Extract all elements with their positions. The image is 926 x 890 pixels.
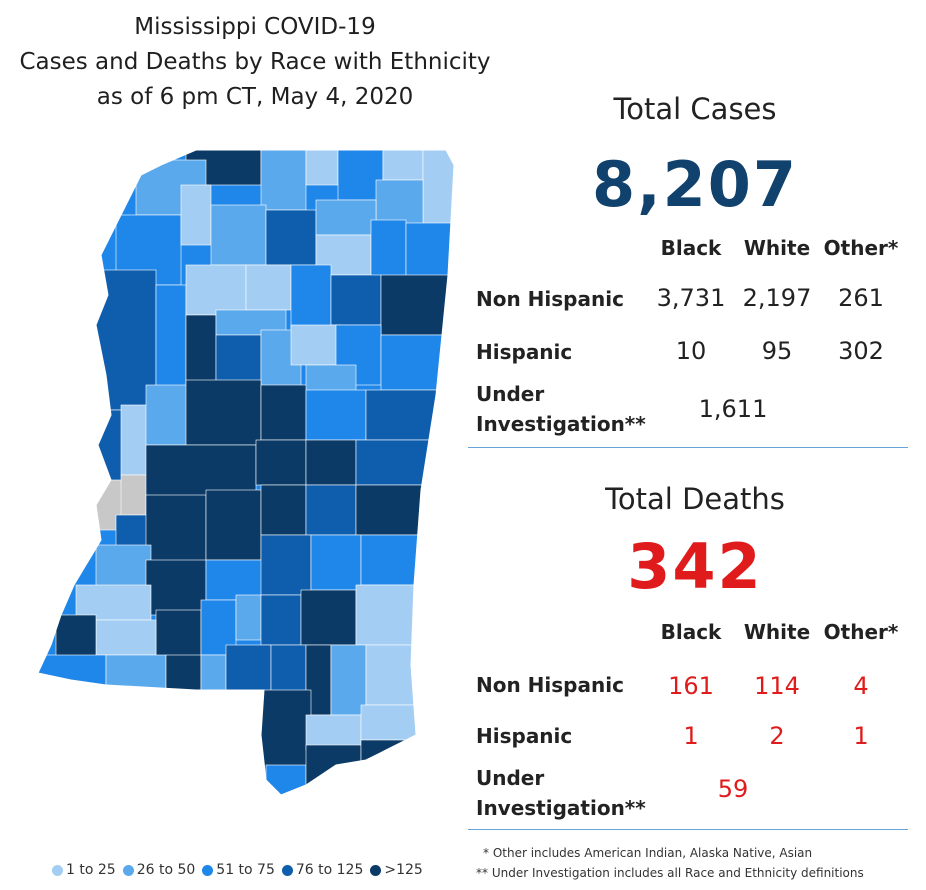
title-line-2: Cases and Deaths by Race with Ethnicity <box>19 49 491 75</box>
legend-swatch <box>370 864 382 876</box>
deaths-ui-label-line2: Investigation** <box>476 796 646 820</box>
legend-item-5: >125 <box>370 862 423 878</box>
deaths-row-label-non-hispanic: Non Hispanic <box>476 673 624 697</box>
footnote-under-investigation: ** Under Investigation includes all Race… <box>476 866 864 880</box>
legend-swatch <box>281 864 293 876</box>
cases-hispanic-white: 95 <box>761 337 793 365</box>
cases-under-investigation-value: 1,611 <box>698 395 768 423</box>
cases-ui-label-line2: Investigation** <box>476 412 646 436</box>
legend-item-4: 76 to 125 <box>281 862 364 878</box>
map-legend: 1 to 25 26 to 50 51 to 75 76 to 125 >125 <box>52 862 423 878</box>
cases-col-other: Other* <box>823 236 899 260</box>
deaths-col-white: White <box>743 620 811 644</box>
legend-label: 1 to 25 <box>66 862 116 878</box>
total-deaths-value: 342 <box>627 530 763 603</box>
deaths-non-hispanic-other: 4 <box>853 672 869 700</box>
deaths-hispanic-black: 1 <box>683 722 699 750</box>
legend-swatch <box>52 864 63 876</box>
cases-non-hispanic-other: 261 <box>838 284 884 312</box>
cases-non-hispanic-black: 3,731 <box>656 284 726 312</box>
deaths-ui-label-line1: Under <box>476 766 545 790</box>
cases-divider <box>468 447 908 448</box>
cases-hispanic-black: 10 <box>675 337 707 365</box>
total-cases-title: Total Cases <box>613 92 777 126</box>
total-cases-value: 8,207 <box>591 148 799 221</box>
deaths-hispanic-other: 1 <box>853 722 869 750</box>
cases-col-black: Black <box>660 236 722 260</box>
legend-item-2: 26 to 50 <box>122 862 196 878</box>
cases-row-label-under-investigation: Under Investigation** <box>476 379 646 439</box>
deaths-col-other: Other* <box>823 620 899 644</box>
footnote-other: * Other includes American Indian, Alaska… <box>483 846 813 860</box>
deaths-under-investigation-value: 59 <box>717 775 749 803</box>
deaths-hispanic-white: 2 <box>769 722 785 750</box>
deaths-row-label-hispanic: Hispanic <box>476 724 573 748</box>
total-deaths-title: Total Deaths <box>605 482 785 516</box>
cases-non-hispanic-white: 2,197 <box>742 284 812 312</box>
legend-swatch <box>202 864 214 876</box>
legend-label: 76 to 125 <box>295 862 364 878</box>
legend-label: 51 to 75 <box>216 862 275 878</box>
cases-col-white: White <box>743 236 811 260</box>
cases-ui-label-line1: Under <box>476 382 545 406</box>
deaths-non-hispanic-white: 114 <box>754 672 800 700</box>
legend-label: 26 to 50 <box>136 862 196 878</box>
cases-row-label-non-hispanic: Non Hispanic <box>476 287 624 311</box>
title-line-1: Mississippi COVID-19 <box>134 14 376 40</box>
cases-hispanic-other: 302 <box>838 337 884 365</box>
legend-label: >125 <box>384 862 423 878</box>
legend-item-1: 1 to 25 <box>52 862 116 878</box>
title-line-3: as of 6 pm CT, May 4, 2020 <box>96 84 414 110</box>
deaths-non-hispanic-black: 161 <box>668 672 714 700</box>
legend-swatch <box>122 864 134 876</box>
deaths-col-black: Black <box>660 620 722 644</box>
cases-row-label-hispanic: Hispanic <box>476 340 573 364</box>
deaths-row-label-under-investigation: Under Investigation** <box>476 763 646 823</box>
mississippi-county-map <box>37 149 455 796</box>
deaths-divider <box>468 829 908 830</box>
map-title: Mississippi COVID-19 Cases and Deaths by… <box>10 10 500 115</box>
legend-item-3: 51 to 75 <box>202 862 275 878</box>
